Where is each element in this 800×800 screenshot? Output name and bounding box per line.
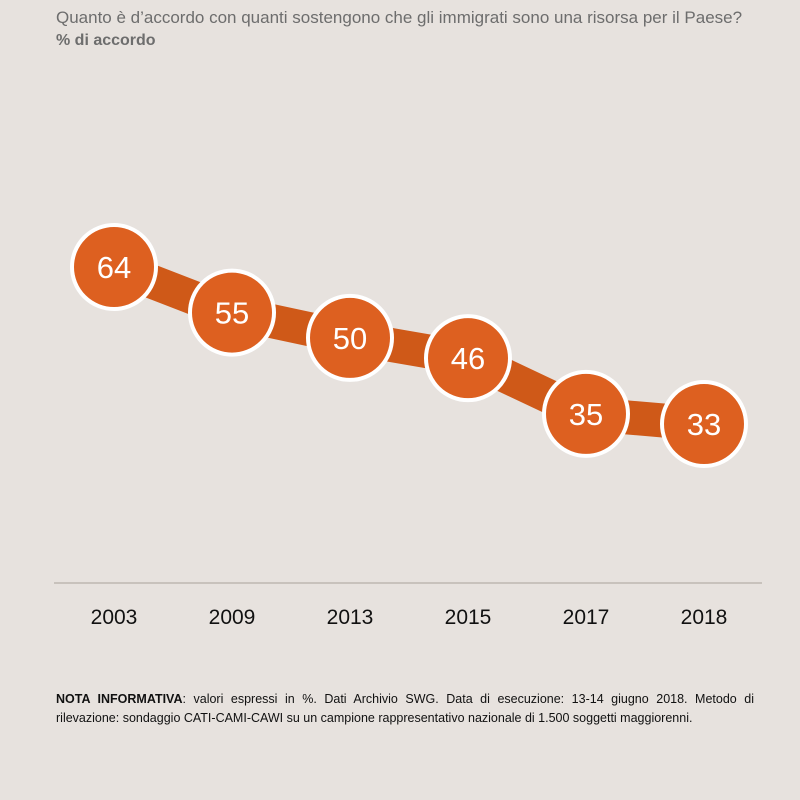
chart-title: Quanto è d’accordo con quanti sostengono…: [56, 8, 743, 27]
x-tick-label: 2003: [91, 606, 138, 629]
data-label: 33: [687, 407, 721, 442]
x-tick-labels: 2003 2009 2013 2015 2017 2018: [91, 606, 728, 629]
data-point-marker: [542, 369, 630, 458]
x-tick-label: 2015: [445, 606, 492, 629]
data-point-marker: [424, 314, 512, 403]
data-point-marker: [306, 293, 394, 382]
data-label: 35: [569, 397, 603, 432]
data-points: 64 55 50 46 35 33: [70, 223, 748, 468]
data-point-marker: [188, 268, 276, 357]
data-point-marker: [70, 223, 158, 311]
data-label: 64: [97, 250, 131, 285]
x-tick-label: 2009: [209, 606, 256, 629]
line-chart: 2003 2009 2013 2015 2017 2018 64 55 50 46 35 33: [54, 223, 762, 629]
data-label: 46: [451, 341, 485, 376]
data-point-marker: [660, 380, 748, 468]
x-tick-label: 2018: [681, 606, 728, 629]
note-text: : valori espressi in %. Dati Archivio SW…: [56, 692, 755, 725]
x-tick-label: 2013: [327, 606, 374, 629]
data-label: 50: [333, 321, 367, 356]
informative-note: NOTA INFORMATIVA: valori espressi in %. …: [56, 690, 754, 728]
data-label: 55: [215, 296, 249, 331]
chart-subtitle: % di accordo: [56, 32, 156, 49]
note-label: NOTA INFORMATIVA: [56, 692, 183, 706]
x-tick-label: 2017: [563, 606, 610, 629]
